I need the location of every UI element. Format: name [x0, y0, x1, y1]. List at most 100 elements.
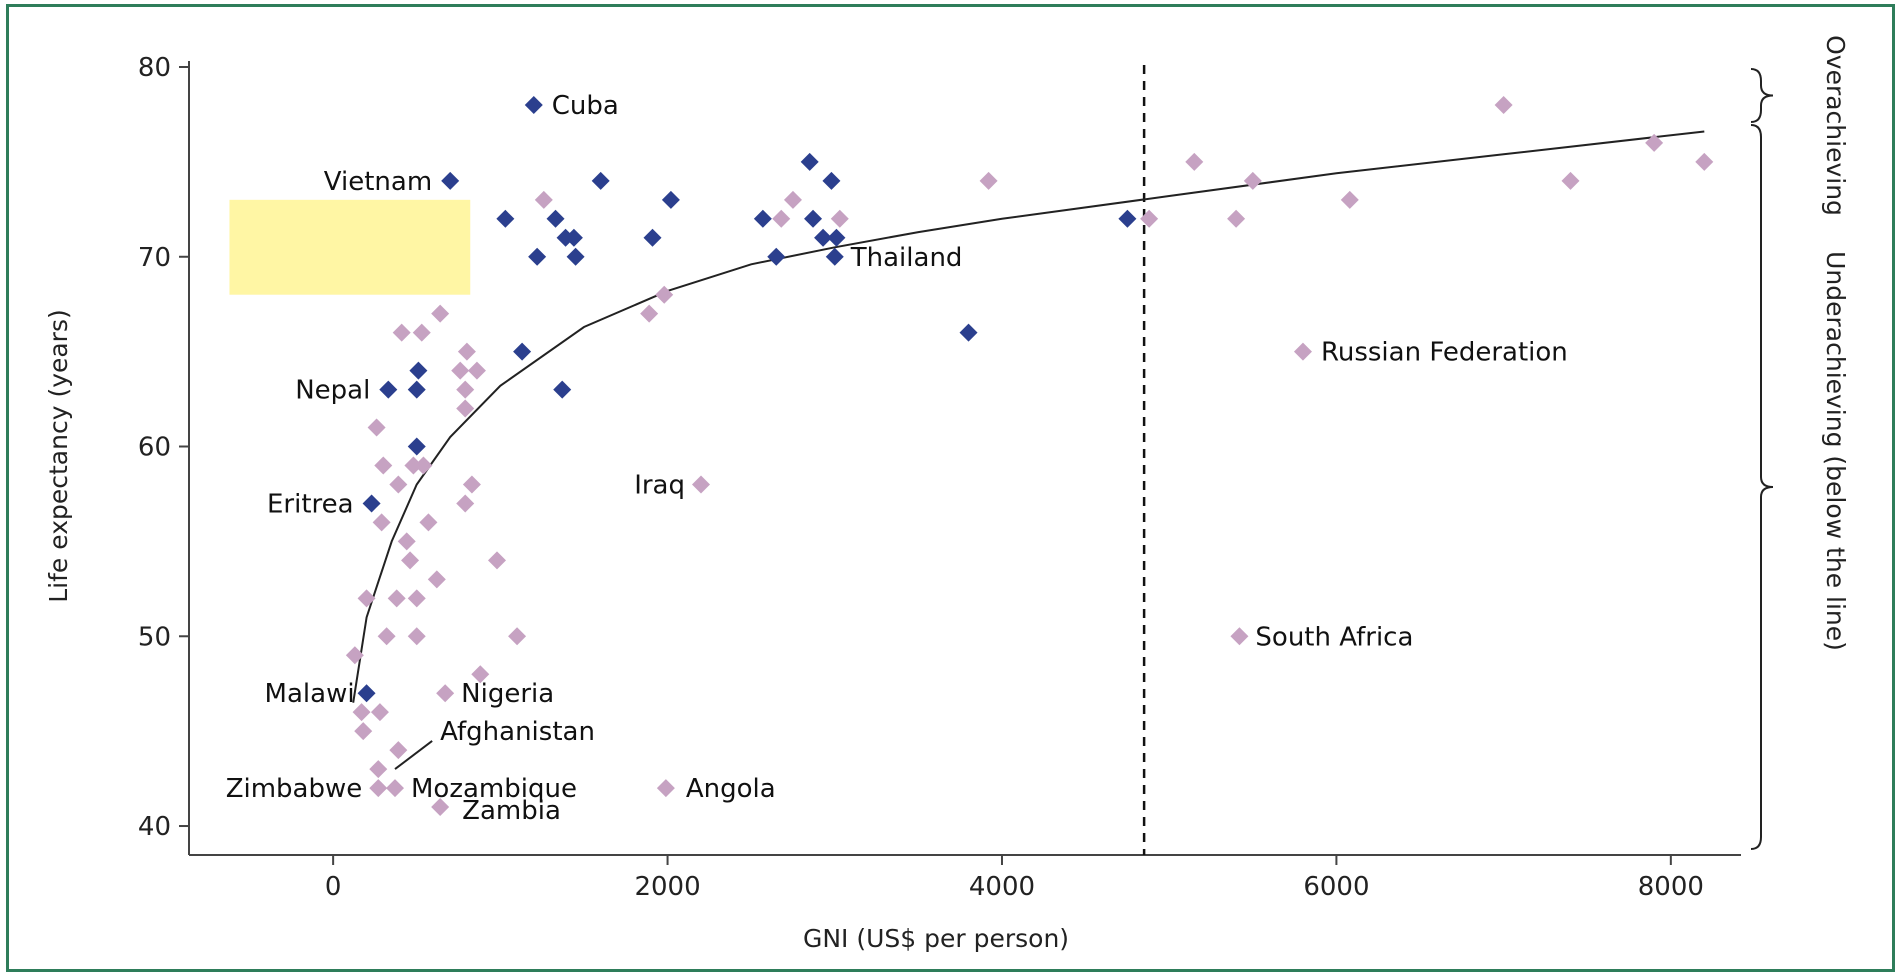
point-label-cuba: Cuba: [552, 91, 619, 121]
overachieving-point: [407, 437, 426, 456]
underachieving-point: [404, 456, 423, 475]
underachieving-point: [389, 741, 408, 760]
y-tick-label: 50: [138, 622, 171, 652]
underachieving-point: [377, 627, 396, 646]
point-label-mozambique: Mozambique: [411, 774, 577, 804]
underachieving-point: [656, 779, 675, 798]
highlight-box: [229, 199, 471, 295]
overachieving-point: [959, 323, 978, 342]
underachieving-point: [387, 589, 406, 608]
underachieving-point: [1243, 171, 1262, 190]
overachieving-point: [441, 171, 460, 190]
underachieving-point: [389, 475, 408, 494]
underachieving-point: [640, 304, 659, 323]
point-label-nigeria: Nigeria: [461, 679, 554, 709]
x-tick-label: 2000: [634, 872, 700, 902]
scatter-chart: 40 50 60 70 80 0 2000 4000 6000 8000 GNI (US$ per …: [44, 35, 1850, 953]
overachieving-point: [564, 228, 583, 247]
underachieving-point: [1695, 152, 1714, 171]
underachieving-point: [534, 190, 553, 209]
underachieving-point: [370, 703, 389, 722]
underachieving-point: [692, 475, 710, 494]
overachieving-point: [409, 361, 428, 380]
point-label-eritrea: Eritrea: [267, 489, 354, 519]
underachieving-point: [392, 323, 411, 342]
underachieving-point: [456, 494, 475, 513]
point-label-russian-federation: Russian Federation: [1321, 338, 1568, 368]
overachieving-brace: [1750, 68, 1774, 123]
x-tick-label: 8000: [1638, 872, 1704, 902]
overachieving-point: [591, 171, 610, 190]
underachieving-point: [372, 513, 391, 532]
underachieving-point: [830, 209, 849, 228]
underachieving-point: [431, 304, 450, 323]
underachieving-point: [367, 418, 386, 437]
underachieving-point: [471, 665, 490, 684]
underachieving-point: [427, 570, 446, 589]
underachieving-point: [369, 760, 388, 779]
underachieving-point: [462, 475, 481, 494]
underachieving-point: [1227, 209, 1246, 228]
y-axis-title: Life expectancy (years): [44, 309, 73, 603]
overachieving-point: [661, 190, 680, 209]
underachieving-point: [1561, 171, 1580, 190]
overachieving-point: [379, 380, 398, 399]
underachieving-point: [655, 285, 674, 304]
point-label-zimbabwe: Zimbabwe: [226, 774, 363, 804]
figure-frame: 40 50 60 70 80 0 2000 4000 6000 8000 GNI (US$ per …: [6, 4, 1895, 972]
x-axis-title: GNI (US$ per person): [803, 924, 1069, 953]
underachieving-point: [407, 589, 426, 608]
overachieving-point: [822, 171, 841, 190]
y-tick-label: 60: [138, 433, 171, 463]
underachieving-point: [508, 627, 527, 646]
underachieving-point: [772, 209, 791, 228]
underachieving-point: [979, 171, 998, 190]
point-label-iraq: Iraq: [634, 470, 685, 500]
underachieving-point: [419, 513, 438, 532]
underachieving-point: [407, 627, 426, 646]
underachieving-point: [467, 361, 486, 380]
overachieving-point: [528, 247, 547, 266]
underachieving-point: [357, 589, 376, 608]
y-tick-label: 40: [138, 812, 171, 842]
overachieving-point: [524, 95, 543, 114]
underachieving-point: [1645, 133, 1664, 152]
underachieving-point: [345, 646, 364, 665]
underachieving-point: [488, 551, 506, 570]
overachieving-label: Overachieving: [1821, 35, 1850, 216]
underachieving-point: [431, 798, 450, 817]
leader-line: [394, 740, 433, 770]
y-tick-label: 80: [138, 53, 171, 83]
point-label-zambia: Zambia: [462, 796, 561, 826]
underachieving-point: [369, 779, 388, 798]
underachieving-point: [414, 456, 433, 475]
underachieving-point: [412, 323, 431, 342]
underachieving-point: [354, 722, 373, 741]
point-label-malawi: Malawi: [265, 679, 355, 709]
underachieving-point: [401, 551, 420, 570]
x-tick-label: 4000: [969, 872, 1035, 902]
overachieving-point: [362, 494, 381, 513]
overachieving-point: [767, 247, 786, 266]
overachieving-point: [643, 228, 662, 247]
point-label-afghanistan: Afghanistan: [440, 717, 595, 747]
overachieving-point: [357, 684, 376, 703]
underachieving-point: [1293, 342, 1312, 361]
overachieving-point: [513, 342, 532, 361]
point-label-vietnam: Vietnam: [324, 167, 432, 197]
x-tick-label: 0: [325, 872, 342, 902]
point-label-angola: Angola: [686, 774, 776, 804]
underachieving-point: [386, 779, 404, 798]
underachieving-point: [436, 684, 455, 703]
underachieving-point: [397, 532, 416, 551]
y-tick-label: 70: [138, 243, 171, 273]
overachieving-point: [825, 247, 844, 266]
overachieving-point: [553, 380, 572, 399]
point-label-south-africa: South Africa: [1255, 622, 1413, 652]
underachieving-brace: [1750, 124, 1774, 850]
underachieving-point: [456, 380, 475, 399]
point-label-nepal: Nepal: [295, 376, 370, 406]
underachieving-point: [352, 703, 371, 722]
point-label-thailand: Thailand: [850, 243, 963, 273]
overachieving-point: [827, 228, 846, 247]
